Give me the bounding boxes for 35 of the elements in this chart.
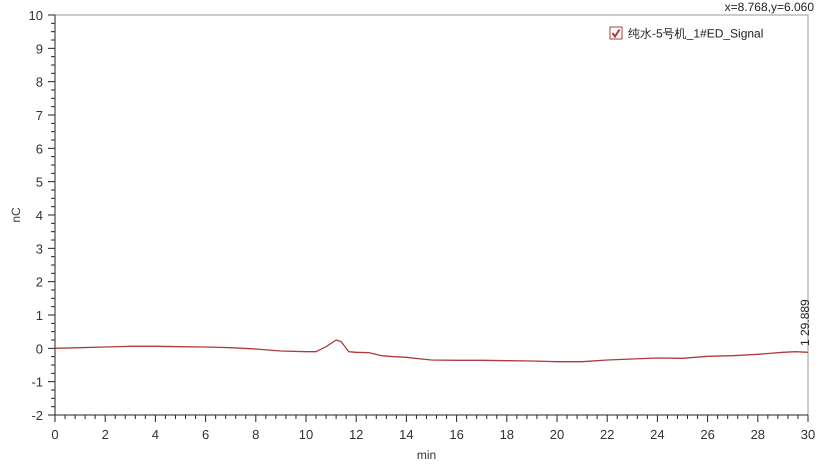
y-tick-label: -2	[31, 408, 43, 423]
annotation: 1 29.889	[798, 298, 812, 346]
x-tick-label: 14	[399, 427, 414, 442]
y-tick-label: 8	[36, 74, 43, 90]
x-tick-label: 12	[348, 427, 364, 442]
y-tick-label: 6	[36, 141, 43, 156]
x-tick-label: 26	[700, 427, 715, 442]
x-axis-title: min	[416, 448, 436, 462]
y-tick-label: -1	[31, 374, 43, 390]
y-tick-label: 4	[36, 208, 43, 223]
x-tick-label: 10	[298, 427, 314, 442]
x-tick-label: 6	[202, 427, 210, 442]
x-tick-label: 18	[500, 427, 514, 442]
x-tick-label: 28	[750, 427, 766, 442]
x-tick-label: 30	[800, 427, 816, 442]
y-tick-label: 2	[36, 274, 43, 290]
y-tick-label: 7	[36, 108, 43, 123]
x-tick-label: 0	[51, 427, 59, 442]
y-tick-label: 3	[36, 241, 43, 256]
line-series	[54, 339, 809, 362]
text: x=8.768,y=6.060	[724, 0, 814, 14]
x-tick-label: 20	[550, 427, 564, 442]
x-tick-label: 2	[102, 427, 109, 442]
y-tick-label: 0	[36, 341, 43, 356]
legend-label: 纯水-5号机_1#ED_Signal	[628, 26, 764, 40]
y-tick-label: 1	[36, 308, 43, 323]
y-tick-label: 5	[36, 174, 43, 190]
x-tick-label: 4	[152, 427, 160, 442]
y-axis-title: nC	[9, 207, 23, 223]
x-tick-label: 8	[252, 427, 260, 442]
x-tick-label: 16	[449, 427, 464, 442]
y-tick-label: 9	[36, 41, 43, 56]
x-tick-label: 22	[600, 427, 614, 442]
y-tick-label: 10	[28, 8, 43, 23]
x-tick-label: 24	[650, 427, 665, 442]
